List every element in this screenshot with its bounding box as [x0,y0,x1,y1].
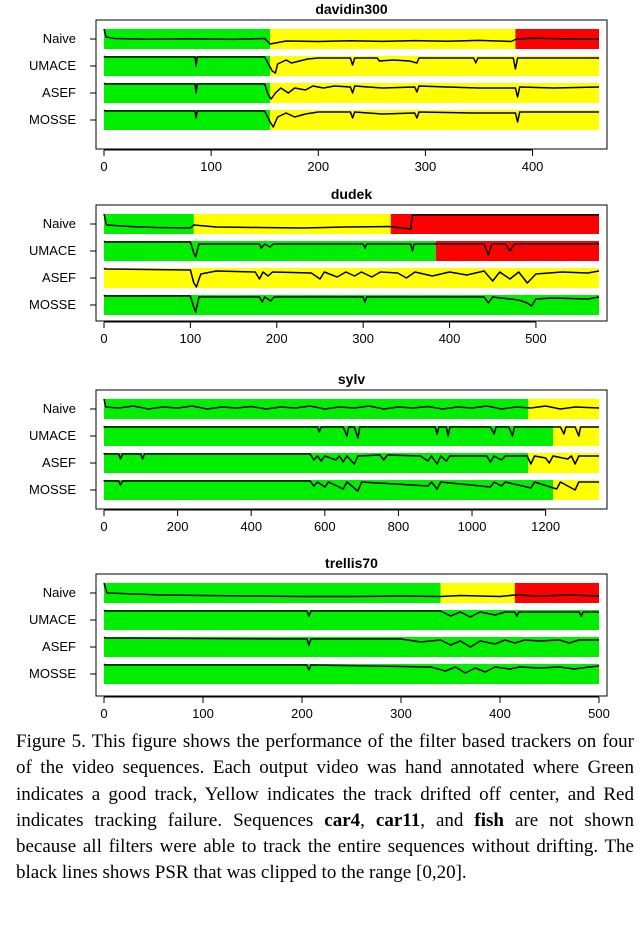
x-tick-label-trellis70-200: 200 [291,706,313,721]
caption-seq1: car4 [324,809,361,831]
band-dudek-umace-0 [104,241,436,261]
psr-line-sylv-umace [103,425,599,439]
x-tick-label-davidin300-0: 0 [100,159,107,174]
band-trellis70-naive-2 [514,583,599,603]
band-trellis70-asef-0 [104,637,599,657]
plot-frame-davidin300 [95,19,608,150]
plot-frame-sylv [95,389,608,510]
x-tick-label-dudek-0: 0 [100,331,107,346]
y-tick-label-dudek-umace: UMACE [29,243,76,258]
band-davidin300-asef-1 [270,83,599,103]
y-tick-label-davidin300-mosse: MOSSE [29,112,76,127]
band-trellis70-umace-0 [104,610,599,630]
y-tick-label-sylv-naive: Naive [43,401,76,416]
y-tick-label-davidin300-naive: Naive [43,31,76,46]
band-dudek-asef-0 [104,268,599,288]
figure: davidin300 Naive UMACE ASEF MOSSE 0 100 200 300 4… [29,1,610,721]
band-davidin300-umace-0 [104,56,271,76]
band-davidin300-asef-0 [104,83,271,103]
x-tick-label-dudek-300: 300 [352,331,374,346]
band-sylv-umace-0 [104,426,553,446]
psr-line-dudek-umace [103,240,599,258]
band-trellis70-mosse-0 [104,664,599,684]
band-sylv-naive-0 [104,399,529,419]
y-tick-label-dudek-naive: Naive [43,216,76,231]
x-tick-label-trellis70-100: 100 [192,706,214,721]
x-tick-label-davidin300-200: 200 [307,159,329,174]
y-tick-label-trellis70-naive: Naive [43,585,76,600]
plot-frame-trellis70 [95,573,608,697]
caption-seq2: car11 [375,809,421,831]
psr-line-davidin300-asef [103,82,600,100]
x-tick-label-trellis70-0: 0 [100,706,107,721]
x-tick-label-sylv-600: 600 [314,519,336,534]
x-tick-label-sylv-800: 800 [388,519,410,534]
y-tick-label-dudek-asef: ASEF [42,270,76,285]
x-tick-label-sylv-400: 400 [240,519,262,534]
band-trellis70-naive-1 [440,583,515,603]
y-tick-label-sylv-asef: ASEF [42,455,76,470]
band-davidin300-mosse-0 [104,110,271,130]
chart-title-trellis70: trellis70 [325,555,378,571]
psr-line-sylv-mosse [103,479,599,492]
y-tick-label-dudek-mosse: MOSSE [29,297,76,312]
band-dudek-naive-2 [390,214,599,234]
x-tick-label-dudek-100: 100 [180,331,202,346]
figure-caption: Figure 5. This figure shows the performa… [16,729,634,887]
x-tick-label-sylv-1200: 1200 [531,519,560,534]
band-dudek-mosse-0 [104,295,599,315]
caption-seq3: fish [474,809,504,831]
psr-line-dudek-mosse [103,294,600,313]
psr-line-trellis70-mosse [103,663,600,674]
band-trellis70-naive-0 [104,583,441,603]
psr-line-davidin300-umace [103,55,599,74]
caption-part1: Figure 5. This figure shows the performa… [16,731,634,831]
caption-sep1: , [360,809,376,831]
y-tick-label-trellis70-umace: UMACE [29,612,76,627]
x-tick-label-davidin300-300: 300 [415,159,437,174]
x-tick-label-trellis70-500: 500 [588,706,610,721]
x-tick-label-sylv-0: 0 [100,519,107,534]
x-tick-label-sylv-1000: 1000 [458,519,487,534]
x-tick-label-sylv-200: 200 [167,519,189,534]
band-dudek-umace-1 [435,241,599,261]
psr-line-dudek-naive [103,213,599,230]
caption-part2: are not shown because all filters were a… [16,809,635,884]
psr-line-dudek-asef [103,267,600,288]
chart-title-dudek: dudek [331,186,372,202]
band-sylv-mosse-0 [104,480,553,500]
x-tick-label-dudek-500: 500 [525,331,547,346]
y-tick-label-sylv-mosse: MOSSE [29,482,76,497]
caption-sep2: , and [420,809,475,831]
x-tick-label-dudek-200: 200 [266,331,288,346]
band-davidin300-naive-1 [270,29,516,49]
y-tick-label-trellis70-asef: ASEF [42,639,76,654]
band-davidin300-umace-1 [270,56,599,76]
x-tick-label-davidin300-100: 100 [200,159,222,174]
x-tick-label-trellis70-300: 300 [390,706,412,721]
y-tick-label-davidin300-umace: UMACE [29,58,76,73]
psr-line-davidin300-naive [103,28,600,45]
band-dudek-naive-0 [104,214,194,234]
y-tick-label-trellis70-mosse: MOSSE [29,666,76,681]
psr-line-sylv-asef [103,452,599,465]
psr-line-trellis70-umace [103,609,599,618]
y-tick-label-davidin300-asef: ASEF [42,85,76,100]
psr-line-davidin300-mosse [103,109,599,128]
x-tick-label-davidin300-400: 400 [522,159,544,174]
psr-line-trellis70-naive [103,582,600,598]
chart-title-davidin300: davidin300 [315,1,388,17]
psr-line-sylv-naive [103,398,600,410]
plot-frame-dudek [95,204,608,322]
psr-line-trellis70-asef [103,636,599,648]
y-tick-label-sylv-umace: UMACE [29,428,76,443]
chart-title-sylv: sylv [338,371,365,387]
band-dudek-naive-1 [193,214,391,234]
x-tick-label-dudek-400: 400 [439,331,461,346]
x-tick-label-trellis70-400: 400 [489,706,511,721]
band-davidin300-mosse-1 [270,110,599,130]
